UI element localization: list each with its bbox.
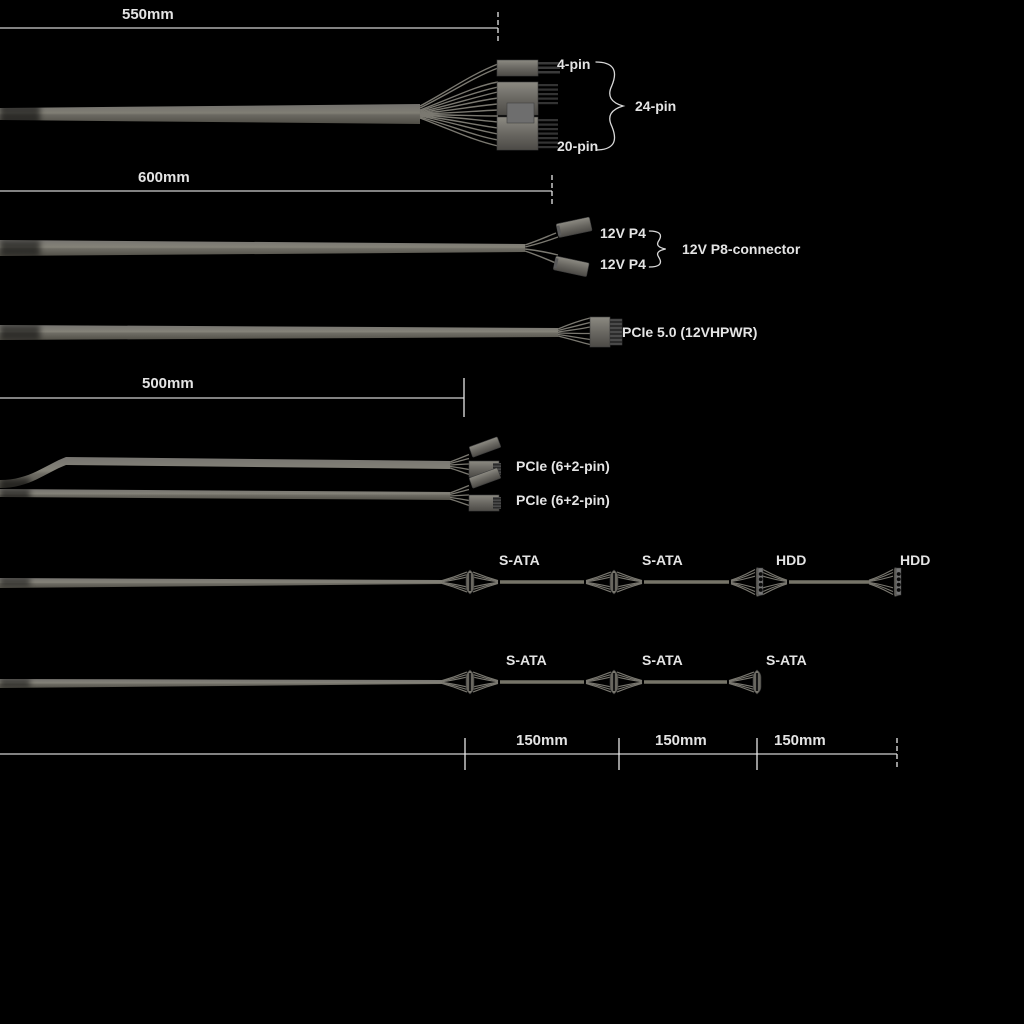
svg-text:550mm: 550mm [122,6,174,23]
svg-text:S-ATA: S-ATA [642,652,683,668]
svg-text:HDD: HDD [900,552,930,568]
svg-text:PCIe 5.0 (12VHPWR): PCIe 5.0 (12VHPWR) [622,324,757,340]
svg-text:12V P8-connector: 12V P8-connector [682,241,801,257]
svg-text:PCIe (6+2-pin): PCIe (6+2-pin) [516,458,610,474]
svg-text:600mm: 600mm [138,169,190,186]
svg-text:12V P4: 12V P4 [600,256,646,272]
svg-text:12V P4: 12V P4 [600,225,646,241]
svg-text:PCIe (6+2-pin): PCIe (6+2-pin) [516,492,610,508]
svg-text:24-pin: 24-pin [635,98,676,114]
svg-text:150mm: 150mm [774,732,826,749]
svg-text:S-ATA: S-ATA [642,552,683,568]
svg-text:4-pin: 4-pin [557,56,590,72]
svg-text:500mm: 500mm [142,375,194,392]
svg-text:S-ATA: S-ATA [506,652,547,668]
svg-text:150mm: 150mm [655,732,707,749]
svg-text:S-ATA: S-ATA [766,652,807,668]
svg-text:S-ATA: S-ATA [499,552,540,568]
svg-text:20-pin: 20-pin [557,138,598,154]
svg-text:150mm: 150mm [516,732,568,749]
svg-text:HDD: HDD [776,552,806,568]
